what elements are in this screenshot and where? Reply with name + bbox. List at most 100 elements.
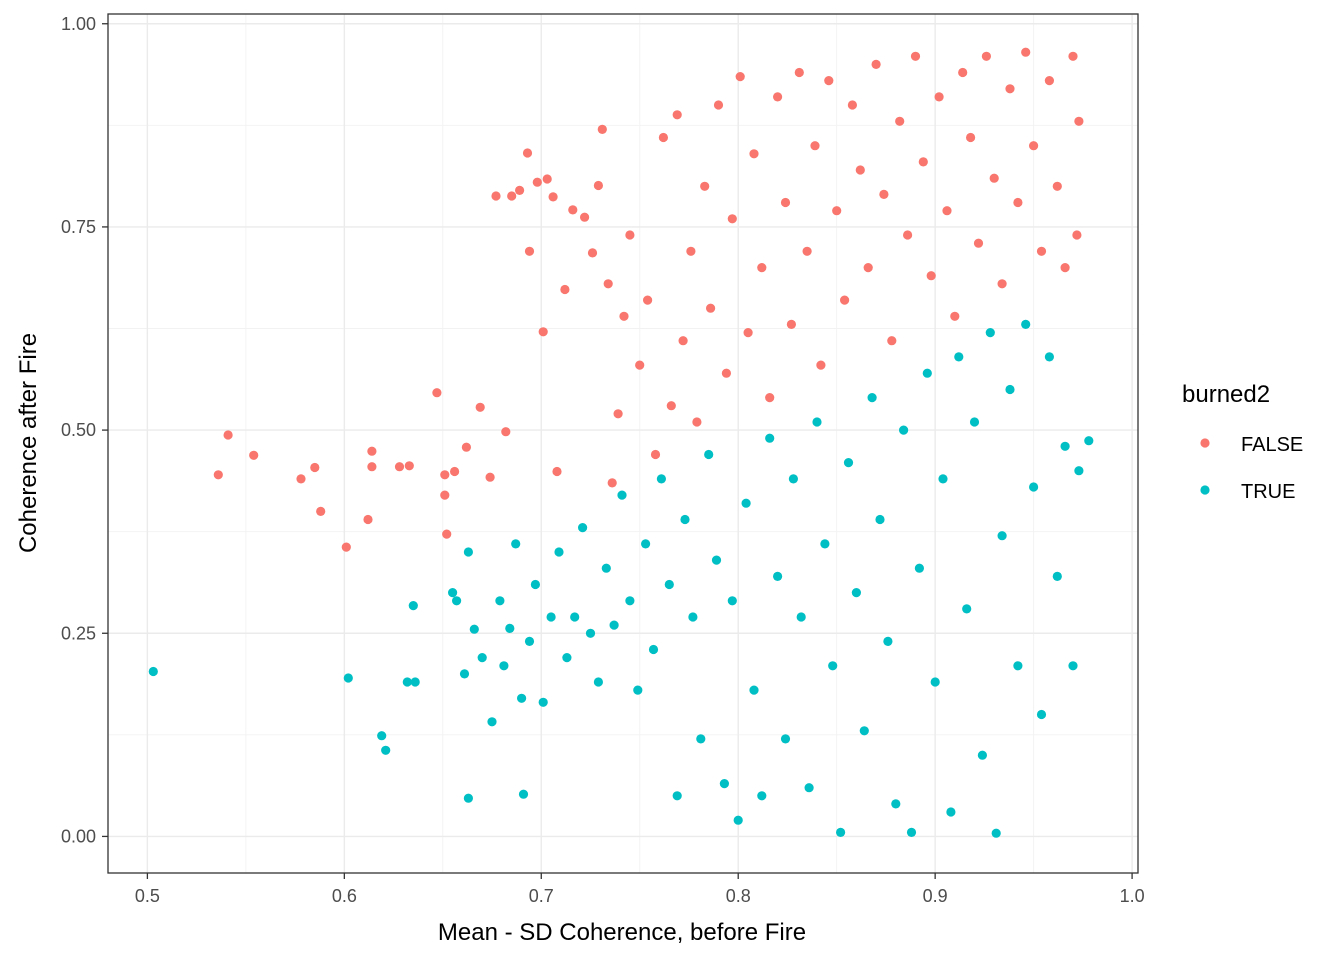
data-point-true xyxy=(463,547,473,557)
data-point-true xyxy=(570,612,580,622)
data-point-false xyxy=(316,506,326,516)
legend: burned2 FALSE TRUE xyxy=(1182,381,1303,503)
data-point-false xyxy=(404,461,414,471)
data-point-true xyxy=(688,612,698,622)
data-point-true xyxy=(1068,661,1078,671)
data-point-true xyxy=(828,661,838,671)
data-point-false xyxy=(603,279,613,289)
data-point-false xyxy=(700,181,710,191)
data-point-true xyxy=(859,726,869,736)
data-point-false xyxy=(950,311,960,321)
data-point-true xyxy=(554,547,564,557)
data-point-true xyxy=(719,779,730,789)
data-point-true xyxy=(1052,571,1062,582)
data-point-true xyxy=(843,458,854,468)
x-tick-label: 1.0 xyxy=(1120,886,1145,906)
data-point-true xyxy=(633,685,643,695)
legend-label-false: FALSE xyxy=(1241,434,1303,456)
data-point-false xyxy=(895,116,905,126)
data-point-true xyxy=(906,827,917,838)
data-point-false xyxy=(847,100,858,110)
data-point-false xyxy=(1044,76,1054,86)
data-point-false xyxy=(727,214,737,224)
data-point-true xyxy=(977,750,988,760)
data-point-false xyxy=(394,462,405,472)
data-point-true xyxy=(546,612,556,622)
data-point-true xyxy=(524,636,535,647)
data-point-false xyxy=(863,263,873,273)
data-point-true xyxy=(954,352,964,362)
data-point-true xyxy=(757,791,767,801)
y-axis-title: Coherence after Fire xyxy=(15,333,42,553)
data-point-true xyxy=(711,555,722,565)
data-point-false xyxy=(855,165,865,175)
data-point-true xyxy=(410,677,420,687)
data-point-true xyxy=(780,734,791,744)
data-point-true xyxy=(820,539,830,549)
data-point-false xyxy=(832,206,842,216)
data-point-false xyxy=(692,417,702,427)
data-point-false xyxy=(926,271,936,281)
data-point-false xyxy=(522,148,533,158)
data-point-true xyxy=(664,579,674,590)
data-point-true xyxy=(538,697,548,707)
data-point-true xyxy=(851,588,862,598)
data-point-false xyxy=(934,92,944,102)
data-point-false xyxy=(450,466,460,477)
data-point-false xyxy=(650,449,661,460)
data-point-false xyxy=(958,67,968,78)
y-tick-label: 0.50 xyxy=(61,420,96,440)
data-point-false xyxy=(524,246,535,256)
data-point-true xyxy=(402,677,412,687)
minor-gridlines xyxy=(108,14,1138,873)
data-point-false xyxy=(840,295,850,305)
data-point-true xyxy=(495,596,505,606)
data-point-false xyxy=(786,319,797,329)
data-point-true xyxy=(499,661,509,671)
data-point-false xyxy=(810,141,820,151)
data-point-true xyxy=(930,677,940,687)
y-tick-label: 0.75 xyxy=(61,217,96,237)
data-point-false xyxy=(794,67,804,78)
data-point-true xyxy=(812,417,822,427)
data-point-false xyxy=(981,51,992,61)
data-point-false xyxy=(721,368,732,378)
data-point-true xyxy=(641,539,651,549)
data-point-false xyxy=(966,132,976,143)
data-point-false xyxy=(593,180,604,191)
data-point-true xyxy=(487,717,497,727)
data-point-false xyxy=(367,446,377,456)
data-point-true xyxy=(788,474,799,484)
y-axis-ticks: 0.00 0.25 0.50 0.75 1.00 xyxy=(61,14,108,846)
data-point-false xyxy=(432,388,442,398)
data-point-true xyxy=(343,673,353,683)
x-tick-label: 0.5 xyxy=(135,886,160,906)
data-point-true xyxy=(477,653,487,663)
data-point-false xyxy=(997,279,1007,289)
data-point-false xyxy=(568,205,578,215)
data-point-false xyxy=(666,401,676,411)
data-point-false xyxy=(1052,181,1062,191)
data-point-false xyxy=(658,132,669,143)
data-point-false xyxy=(686,246,696,256)
data-point-false xyxy=(713,100,724,110)
data-point-false xyxy=(1074,116,1084,126)
data-point-true xyxy=(448,588,458,598)
data-point-false xyxy=(440,490,450,500)
data-point-true xyxy=(914,563,925,573)
data-point-false xyxy=(1036,246,1047,256)
data-point-true xyxy=(1044,352,1054,362)
data-point-true xyxy=(741,498,751,508)
major-gridlines xyxy=(108,14,1138,873)
legend-title: burned2 xyxy=(1182,381,1270,408)
data-point-false xyxy=(1029,141,1039,151)
data-point-true xyxy=(1074,466,1084,476)
plot-border xyxy=(107,13,1139,874)
data-point-true xyxy=(1021,319,1031,329)
data-point-false xyxy=(989,173,999,183)
data-point-false xyxy=(367,462,377,472)
data-point-true xyxy=(505,623,515,634)
data-point-false xyxy=(918,157,928,167)
x-tick-label: 0.6 xyxy=(332,886,357,906)
data-point-false xyxy=(491,191,501,201)
